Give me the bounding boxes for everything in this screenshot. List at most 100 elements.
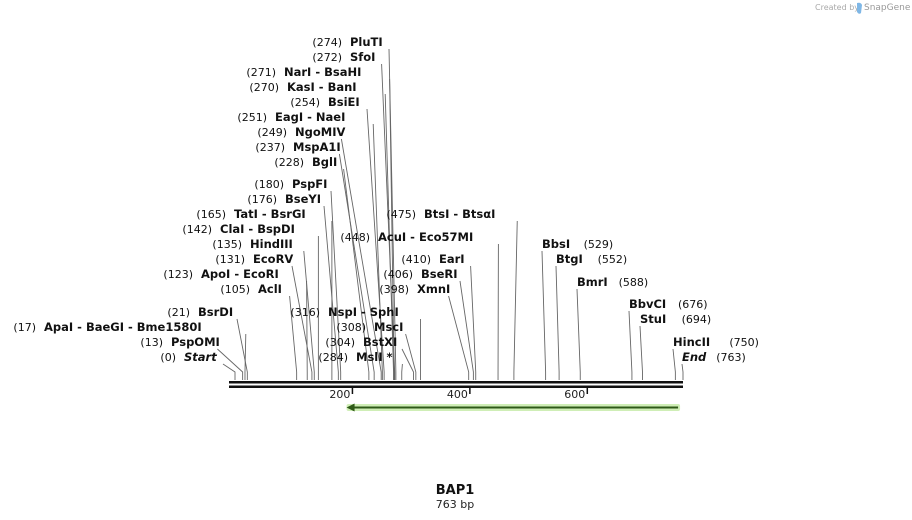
site-connector-eagi xyxy=(372,123,383,380)
site-position-hincii: (750) xyxy=(729,336,759,349)
site-connector-pluti xyxy=(388,48,397,380)
site-name-pluti: PluTI xyxy=(350,35,383,49)
site-name-kasi: KasI - BanI xyxy=(287,80,357,94)
backbone-bottom-strand xyxy=(229,385,683,388)
site-connector-eari xyxy=(470,265,477,380)
site-name-pspfi: PspFI xyxy=(292,177,327,191)
site-name-apai: ApaI - BaeGI - Bme1580I xyxy=(44,320,202,334)
site-connector-ngomiv xyxy=(340,138,382,380)
site-connector-msli xyxy=(401,363,403,380)
feature-arrow-head xyxy=(346,403,355,412)
site-connector-bbvci xyxy=(628,310,633,380)
site-name-nari: NarI - BsaHI xyxy=(284,65,361,79)
site-connector-xmni xyxy=(448,295,470,380)
site-connector-kasi xyxy=(384,93,394,380)
site-name-sfoi: SfoI xyxy=(350,50,375,64)
site-connector-pspfi xyxy=(330,190,342,380)
site-position-nari: (271) xyxy=(246,66,276,79)
site-connector-hincii xyxy=(672,348,676,380)
site-name-bsrdi: BsrDI xyxy=(198,305,233,319)
site-connector-ecorv xyxy=(291,265,313,380)
backbone-top-strand xyxy=(229,381,683,384)
site-name-start: Start xyxy=(184,350,217,364)
site-name-clai: ClaI - BspDI xyxy=(220,222,295,236)
site-name-xmni: XmnI xyxy=(417,282,450,296)
site-position-acli: (105) xyxy=(220,283,250,296)
site-position-msli: (284) xyxy=(318,351,348,364)
axis-tick-label-400: 400 xyxy=(447,388,468,401)
site-name-msci: MscI xyxy=(374,320,403,334)
site-position-acui: (448) xyxy=(340,231,370,244)
site-position-end: (763) xyxy=(716,351,746,364)
site-position-bmri: (588) xyxy=(619,276,649,289)
site-connector-apai xyxy=(244,333,247,380)
site-name-nspi: NspI - SphI xyxy=(328,305,399,319)
site-name-acli: AclI xyxy=(258,282,282,296)
site-connector-bsrdi xyxy=(236,318,248,380)
site-name-bbsi: BbsI xyxy=(542,237,570,251)
site-connector-bstxi xyxy=(401,348,414,380)
site-position-bbsi: (529) xyxy=(584,238,614,251)
site-position-sfoi: (272) xyxy=(312,51,342,64)
sequence-length: 763 bp xyxy=(436,498,474,511)
credit-prefix: Created by xyxy=(815,3,859,12)
site-position-msci: (308) xyxy=(336,321,366,334)
sequence-title: BAP1 xyxy=(436,483,475,498)
site-name-pspomi: PspOMI xyxy=(171,335,220,349)
feature-arrow xyxy=(346,403,681,412)
site-connector-hindiii xyxy=(303,250,315,380)
site-connector-nari xyxy=(389,78,395,380)
site-connector-bmri xyxy=(576,288,581,380)
site-name-eagi: EagI - NaeI xyxy=(275,110,345,124)
site-name-bstxi: BstXI xyxy=(363,335,397,349)
site-connector-bseri xyxy=(459,280,474,380)
site-position-apoi: (123) xyxy=(163,268,193,281)
site-connector-bseyi xyxy=(323,205,339,380)
site-connector-start xyxy=(222,363,236,380)
site-labels: (274) PluTI (272) SfoI (271) NarI - BsaHI (270… xyxy=(13,35,759,364)
site-position-btgi: (552) xyxy=(598,253,628,266)
site-connector-bsiei xyxy=(366,108,385,380)
site-position-bstxi: (304) xyxy=(325,336,355,349)
site-position-nspi: (316) xyxy=(290,306,320,319)
site-name-acui: AcuI - Eco57MI xyxy=(378,230,473,244)
site-position-eari: (410) xyxy=(401,253,431,266)
site-position-start: (0) xyxy=(160,351,176,364)
site-position-bsrdi: (21) xyxy=(167,306,190,319)
site-position-bgli: (228) xyxy=(274,156,304,169)
site-position-ngomiv: (249) xyxy=(257,126,287,139)
site-position-bseyi: (176) xyxy=(247,193,277,206)
site-connectors xyxy=(217,48,684,380)
site-name-tati: TatI - BsrGI xyxy=(234,207,306,221)
site-name-hindiii: HindIII xyxy=(250,237,293,251)
site-position-hindiii: (135) xyxy=(212,238,242,251)
site-position-eagi: (251) xyxy=(237,111,267,124)
site-name-bsiei: BsiEI xyxy=(328,95,360,109)
site-position-pluti: (274) xyxy=(312,36,342,49)
site-name-bbvci: BbvCI xyxy=(629,297,666,311)
site-position-bbvci: (676) xyxy=(678,298,708,311)
axis-ticks: 200 400 600 xyxy=(329,388,589,401)
site-position-tati: (165) xyxy=(196,208,226,221)
site-name-bgli: BglI xyxy=(312,155,337,169)
site-name-hincii: HincII xyxy=(673,335,710,349)
site-name-msli: MslI * xyxy=(356,350,393,364)
site-position-xmni: (398) xyxy=(379,283,409,296)
site-position-stui: (694) xyxy=(682,313,712,326)
site-name-mspa1i: MspA1I xyxy=(293,140,341,154)
axis-tick-label-200: 200 xyxy=(329,388,350,401)
site-connector-bgli xyxy=(343,168,370,380)
site-connector-bbsi xyxy=(541,250,547,380)
site-name-bseri: BseRI xyxy=(421,267,458,281)
site-connector-acli xyxy=(289,295,298,380)
sequence-backbone xyxy=(229,381,683,388)
site-connector-end xyxy=(681,363,684,380)
site-position-clai: (142) xyxy=(182,223,212,236)
site-name-end: End xyxy=(682,350,707,364)
site-position-pspomi: (13) xyxy=(140,336,163,349)
site-position-bsiei: (254) xyxy=(290,96,320,109)
site-connector-sfoi xyxy=(381,63,396,380)
site-position-mspa1i: (237) xyxy=(255,141,285,154)
site-connector-pspomi xyxy=(217,348,244,380)
